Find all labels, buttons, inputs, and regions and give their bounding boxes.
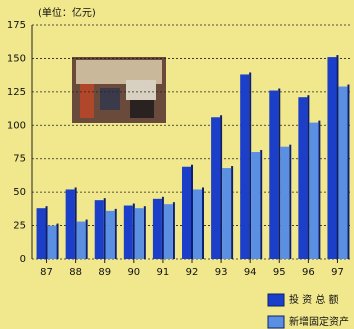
bar bbox=[338, 86, 348, 259]
bar-side bbox=[202, 187, 204, 259]
x-tick-label: 96 bbox=[302, 267, 315, 278]
bar bbox=[65, 189, 75, 259]
bar-side bbox=[161, 196, 164, 259]
bar-side bbox=[132, 203, 135, 259]
x-tick-label: 89 bbox=[98, 267, 111, 278]
bar-side bbox=[114, 208, 117, 259]
bar-side bbox=[278, 88, 281, 260]
y-tick-label: 100 bbox=[7, 120, 26, 131]
y-tick-label: 150 bbox=[7, 53, 26, 64]
bar bbox=[94, 200, 104, 259]
legend-label: 新增固定资产 bbox=[289, 315, 349, 328]
y-tick-label: 25 bbox=[13, 221, 26, 232]
y-tick-label: 0 bbox=[20, 254, 26, 265]
bar bbox=[134, 208, 144, 259]
bar-side bbox=[56, 223, 59, 259]
bar bbox=[182, 166, 191, 259]
bar bbox=[152, 198, 162, 259]
bar bbox=[36, 208, 46, 259]
bar-side bbox=[143, 206, 146, 259]
bar bbox=[251, 152, 261, 259]
bar-side bbox=[307, 95, 310, 259]
bar-side bbox=[85, 219, 88, 259]
legend-label: 投 资 总 额 bbox=[289, 293, 339, 306]
bar-side bbox=[45, 206, 48, 259]
bar bbox=[123, 205, 133, 259]
bar-side bbox=[318, 120, 321, 260]
bar-side bbox=[249, 72, 252, 259]
bar bbox=[163, 204, 173, 259]
x-tick-label: 97 bbox=[331, 267, 344, 278]
x-tick-label: 94 bbox=[244, 267, 257, 278]
x-tick-label: 88 bbox=[69, 267, 82, 278]
bar bbox=[76, 221, 86, 259]
y-tick-label: 125 bbox=[7, 87, 26, 98]
x-tick-label: 90 bbox=[127, 267, 140, 278]
x-tick-label: 91 bbox=[157, 267, 170, 278]
bar bbox=[222, 168, 232, 259]
unit-label: (单位：亿元) bbox=[38, 6, 96, 19]
x-tick-label: 87 bbox=[40, 267, 53, 278]
bar-side bbox=[260, 150, 263, 259]
bar bbox=[47, 225, 57, 259]
bar bbox=[269, 90, 279, 260]
bar-side bbox=[347, 84, 350, 259]
bar bbox=[211, 117, 221, 260]
bar-side bbox=[220, 115, 223, 260]
x-tick-label: 93 bbox=[215, 267, 228, 278]
bar-side bbox=[336, 55, 339, 259]
bar-side bbox=[103, 198, 106, 259]
bar-side bbox=[172, 202, 175, 259]
y-tick-label: 75 bbox=[13, 154, 26, 165]
bar bbox=[309, 122, 319, 260]
bar bbox=[240, 74, 250, 259]
bar bbox=[280, 146, 290, 259]
bar-side bbox=[74, 187, 77, 259]
bar bbox=[193, 189, 202, 259]
bar-side bbox=[191, 164, 193, 259]
x-tick-label: 95 bbox=[273, 267, 286, 278]
bar bbox=[105, 210, 115, 259]
y-tick-label: 50 bbox=[13, 187, 26, 198]
legend-swatch bbox=[267, 315, 285, 329]
x-tick-label: 92 bbox=[186, 267, 199, 278]
y-tick-label: 175 bbox=[7, 20, 26, 31]
bar-side bbox=[289, 144, 292, 259]
bar-side bbox=[231, 166, 234, 259]
bar bbox=[298, 97, 308, 259]
photo bbox=[72, 57, 166, 123]
bar bbox=[327, 57, 337, 259]
legend-swatch bbox=[267, 293, 285, 307]
